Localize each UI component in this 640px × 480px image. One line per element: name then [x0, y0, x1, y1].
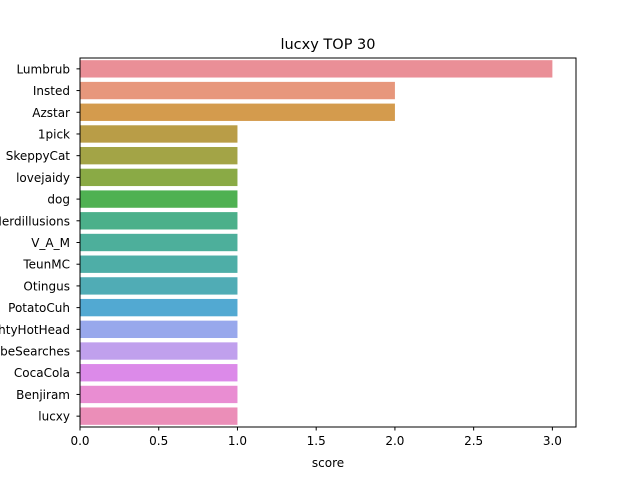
bar-V_A_M [80, 233, 238, 252]
bar-Lumbrub [80, 60, 553, 78]
y-axis-ticks: Lumbrub Insted Azstar 1pick SkeppyCat lovejai… [0, 62, 80, 424]
y-tick-label: 1pick [38, 127, 70, 141]
x-tick-label: 1.0 [228, 434, 247, 448]
y-tick-label: TeunMC [22, 258, 70, 272]
y-tick-label: CocaCola [14, 366, 70, 380]
y-tick-label: SkeppyCat [6, 149, 71, 163]
y-tick-label: PotatoCuh [8, 301, 70, 315]
bar-CocaCola [80, 364, 238, 382]
y-tick-label: Insted [33, 84, 70, 98]
y-tick-label: Azstar [32, 106, 70, 120]
bar-MightyHotHead [80, 320, 238, 339]
x-tick-label: 1.5 [307, 434, 326, 448]
bar-YouTubeSearches [80, 342, 238, 360]
y-tick-label: lovejaidy [16, 171, 70, 185]
bar-Nerdillusions [80, 212, 238, 230]
y-tick-label: Lumbrub [16, 62, 70, 76]
bar-Otingus [80, 277, 238, 295]
chart-title: lucxy TOP 30 [280, 37, 375, 53]
x-tick-label: 2.5 [464, 434, 483, 448]
y-tick-label: Otingus [23, 279, 70, 293]
bar-lovejaidy [80, 168, 238, 187]
bar-dog [80, 190, 238, 208]
y-tick-label: MightyHotHead [0, 323, 70, 337]
y-tick-label: V_A_M [31, 236, 70, 250]
y-tick-label: Benjiram [16, 388, 70, 402]
bar-1pick [80, 125, 238, 143]
x-tick-label: 2.0 [385, 434, 404, 448]
x-tick-label: 3.0 [543, 434, 562, 448]
bars-group [80, 60, 553, 425]
y-tick-label: lucxy [38, 410, 70, 424]
x-axis-label: score [312, 456, 344, 470]
y-tick-label: Nerdillusions [0, 214, 70, 228]
bar-Azstar [80, 103, 395, 121]
bar-lucxy [80, 407, 238, 425]
y-tick-label: dog [47, 193, 70, 207]
bar-Benjiram [80, 385, 238, 404]
x-axis-ticks: 0.0 0.5 1.0 1.5 2.0 2.5 3.0 [70, 427, 562, 448]
y-tick-label: YouTubeSearches [0, 345, 70, 359]
x-tick-label: 0.0 [70, 434, 89, 448]
bar-PotatoCuh [80, 298, 238, 317]
bar-TeunMC [80, 255, 238, 273]
x-tick-label: 0.5 [149, 434, 168, 448]
plot-frame [79, 57, 577, 428]
bar-Insted [80, 81, 395, 100]
bar-SkeppyCat [80, 146, 238, 165]
